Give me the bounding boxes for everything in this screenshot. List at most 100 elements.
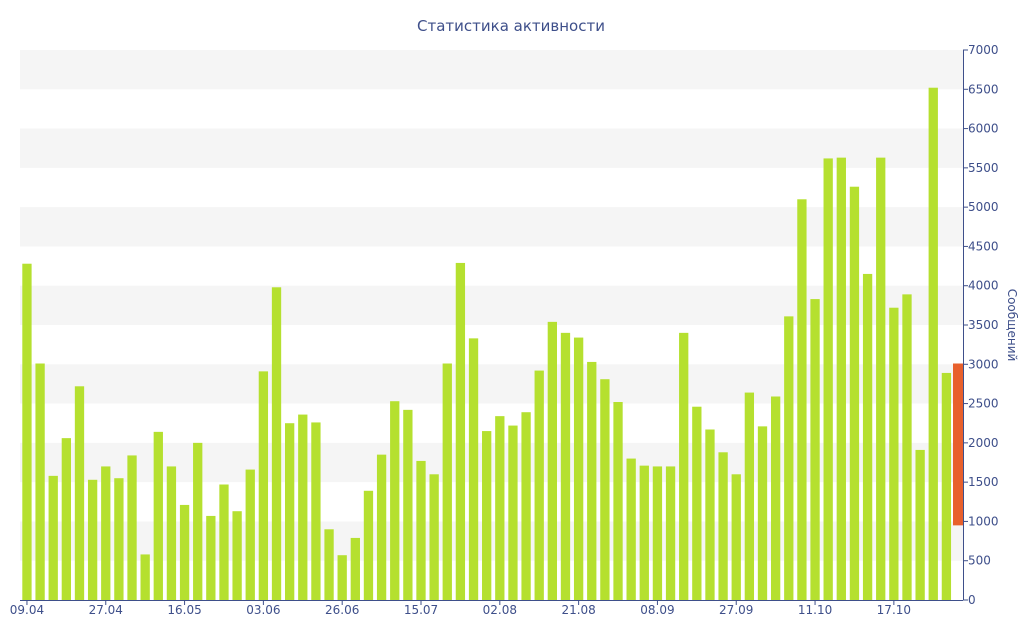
bar <box>626 458 636 600</box>
y-tick-labels: 0 500 1000 1500 2000 2500 3000 3500 4000 4500 5000… <box>968 43 999 607</box>
highlight-layer <box>953 363 963 526</box>
bar <box>495 416 505 600</box>
y-tick-label: 2000 <box>968 436 999 450</box>
y-tick-label: 2500 <box>968 397 999 411</box>
bar <box>87 479 98 600</box>
bar-series <box>22 87 952 601</box>
bar <box>61 438 71 600</box>
bar <box>22 263 32 600</box>
bar <box>613 402 623 600</box>
bar <box>337 555 347 600</box>
bar <box>127 455 137 600</box>
y-tick-label: 3000 <box>968 357 999 371</box>
bar <box>587 361 597 600</box>
x-tick-label: 09.04 <box>10 603 44 617</box>
bar <box>600 379 610 600</box>
bar <box>219 484 229 600</box>
x-tick-label: 16.05 <box>167 603 201 617</box>
bar <box>784 316 794 600</box>
grid-band <box>20 128 963 168</box>
bar <box>258 371 269 600</box>
y-tick-label: 6500 <box>968 82 999 96</box>
axes <box>20 49 968 605</box>
bar <box>652 466 663 600</box>
bar <box>114 478 124 600</box>
grid-band <box>20 207 963 247</box>
y-tick-label: 0 <box>968 593 976 607</box>
y-tick-label: 5500 <box>968 161 999 175</box>
x-tick-label: 11.10 <box>798 603 832 617</box>
bar <box>166 466 177 600</box>
bar <box>245 469 255 600</box>
bar <box>232 511 242 600</box>
grid-band <box>20 364 963 404</box>
bar <box>836 157 846 600</box>
bar <box>902 294 912 600</box>
chart-title: Статистика активности <box>417 17 605 35</box>
bar <box>915 449 925 600</box>
bar <box>206 515 216 600</box>
y-tick-label: 7000 <box>968 43 999 57</box>
bar <box>140 554 150 600</box>
bar <box>468 338 479 600</box>
bar <box>48 475 58 600</box>
y-tick-label: 4500 <box>968 239 999 253</box>
bar <box>692 406 702 600</box>
bar <box>679 332 689 600</box>
x-tick-label: 17.10 <box>877 603 911 617</box>
bar <box>534 370 544 600</box>
bar <box>193 442 203 600</box>
highlight-marker <box>953 363 963 526</box>
bar <box>508 425 518 600</box>
x-tick-labels: 09.04 27.04 16.05 03.06 26.06 15.07 02.08 21.08… <box>10 603 911 617</box>
bar <box>705 429 715 600</box>
bar <box>862 273 873 600</box>
bar <box>770 396 781 600</box>
bar <box>416 460 426 600</box>
x-tick-label: 27.04 <box>89 603 123 617</box>
bar <box>442 363 452 600</box>
bar <box>941 372 952 600</box>
bar <box>455 262 466 600</box>
bar <box>757 426 768 600</box>
bar <box>876 157 886 600</box>
bar <box>179 504 190 600</box>
grid-band <box>20 285 963 325</box>
y-tick-label: 1500 <box>968 475 999 489</box>
bar <box>429 474 439 600</box>
bar <box>153 431 163 600</box>
bar <box>573 337 584 600</box>
bar <box>482 431 492 600</box>
bar <box>823 158 833 600</box>
bar <box>35 363 45 600</box>
grid-band <box>20 50 963 90</box>
bar <box>731 474 741 600</box>
bar <box>350 537 360 600</box>
bar <box>810 299 820 600</box>
bar <box>74 386 85 600</box>
y-axis-label: Сообщений <box>1005 289 1019 362</box>
x-tick-label: 08.09 <box>640 603 674 617</box>
y-tick-label: 5000 <box>968 200 999 214</box>
x-tick-label: 26.06 <box>325 603 359 617</box>
bar <box>928 87 938 600</box>
y-tick-label: 500 <box>968 554 991 568</box>
bar <box>639 465 649 600</box>
bar <box>324 529 334 600</box>
bar <box>797 199 807 601</box>
y-tick-label: 6000 <box>968 122 999 136</box>
bar <box>665 466 676 600</box>
bar <box>403 409 413 600</box>
bar <box>363 490 374 600</box>
bar <box>390 401 400 600</box>
bar <box>101 466 111 600</box>
x-tick-label: 02.08 <box>483 603 517 617</box>
bar <box>271 287 282 600</box>
y-tick-label: 3500 <box>968 318 999 332</box>
x-tick-label: 21.08 <box>561 603 595 617</box>
x-tick-label: 27.09 <box>719 603 753 617</box>
bar <box>376 454 387 600</box>
bar <box>521 412 531 600</box>
